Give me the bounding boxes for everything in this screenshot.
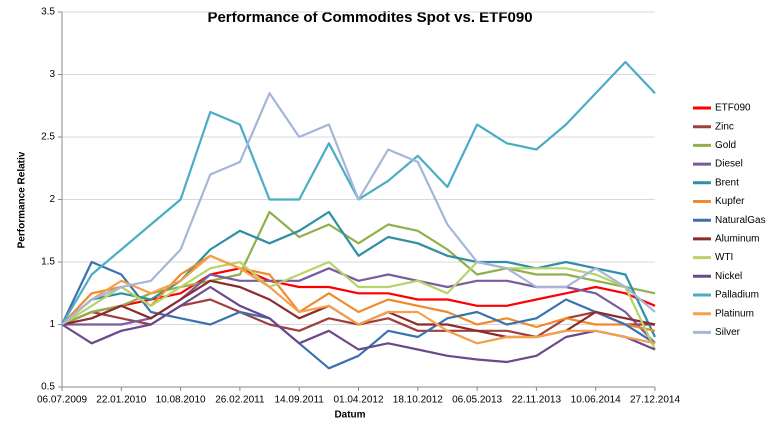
legend-label: ETF090 xyxy=(715,103,751,114)
legend-label: WTI xyxy=(715,252,733,263)
y-tick-label: 1 xyxy=(49,319,55,330)
x-tick-label: 22.11.2013 xyxy=(512,395,562,406)
legend-label: Nickel xyxy=(715,271,742,282)
series-line xyxy=(61,210,656,326)
y-tick-label: 0.5 xyxy=(41,382,55,393)
legend-label: Palladium xyxy=(715,290,759,301)
y-tick-label: 3 xyxy=(49,69,55,80)
legend-label: Gold xyxy=(715,140,736,151)
x-tick-label: 18.10.2012 xyxy=(393,395,443,406)
legend-label: Kupfer xyxy=(715,196,745,207)
legend-label: Diesel xyxy=(715,159,743,170)
chart-title: Performance of Commodites Spot vs. ETF09… xyxy=(207,9,532,26)
legend-label: Brent xyxy=(715,177,739,188)
legend-label: Zinc xyxy=(715,121,734,132)
legend-label: Platinum xyxy=(715,308,754,319)
series-line xyxy=(61,285,656,364)
legend-label: NaturalGas xyxy=(715,215,766,226)
series-line xyxy=(61,267,656,326)
x-tick-label: 06.05.2013 xyxy=(452,395,502,406)
x-tick-label: 27.12.2014 xyxy=(630,395,680,406)
x-tick-label: 06.07.2009 xyxy=(37,395,87,406)
series-line xyxy=(61,92,656,326)
series-line xyxy=(61,254,656,345)
series-line xyxy=(61,254,656,332)
x-axis-title: Datum xyxy=(334,410,365,421)
y-tick-label: 2.5 xyxy=(41,132,55,143)
legend-label: Silver xyxy=(715,327,741,338)
y-tick-label: 3.5 xyxy=(41,7,55,18)
y-axis-title: Performance Relativ xyxy=(17,151,28,248)
x-tick-label: 10.08.2010 xyxy=(156,395,206,406)
series-line xyxy=(61,260,656,370)
x-tick-label: 22.01.2010 xyxy=(96,395,146,406)
x-tick-label: 01.04.2012 xyxy=(333,395,383,406)
series-line xyxy=(61,260,656,350)
legend-label: Aluminum xyxy=(715,234,759,245)
x-tick-label: 14.09.2011 xyxy=(275,395,325,406)
y-tick-label: 2 xyxy=(49,194,55,205)
x-tick-label: 26.02.2011 xyxy=(215,395,265,406)
y-tick-label: 1.5 xyxy=(41,257,55,268)
x-tick-label: 10.06.2014 xyxy=(571,395,621,406)
series-line xyxy=(61,210,656,338)
